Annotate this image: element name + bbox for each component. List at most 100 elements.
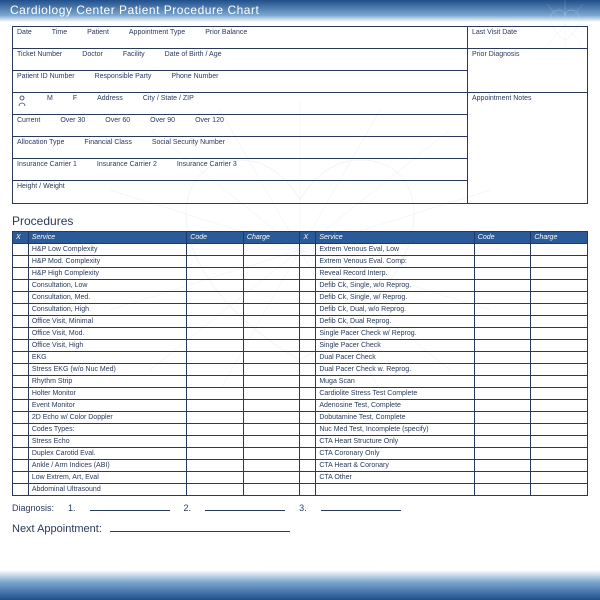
cell-charge bbox=[531, 328, 588, 340]
cell-code bbox=[187, 316, 244, 328]
cell-x bbox=[13, 268, 29, 280]
cell-x bbox=[13, 424, 29, 436]
table-row: Holter MonitorCardiolite Stress Test Com… bbox=[13, 388, 588, 400]
cell-x bbox=[300, 328, 316, 340]
cell-charge bbox=[531, 400, 588, 412]
label-patient: Patient bbox=[87, 29, 109, 36]
table-row: Stress EKG (w/o Nuc Med)Dual Pacer Check… bbox=[13, 364, 588, 376]
cell-x bbox=[13, 292, 29, 304]
info-row-8: Height / Weight bbox=[13, 181, 467, 203]
cell-code bbox=[474, 376, 531, 388]
cell-code bbox=[187, 388, 244, 400]
cell-x bbox=[13, 352, 29, 364]
cell-service-left: Rhythm Strip bbox=[28, 376, 186, 388]
cell-x bbox=[13, 436, 29, 448]
table-row: Consultation, HighDefib Ck, Dual, w/o Re… bbox=[13, 304, 588, 316]
cell-code bbox=[474, 400, 531, 412]
cell-charge bbox=[243, 328, 300, 340]
cell-service-right: CTA Other bbox=[316, 472, 474, 484]
label-over90: Over 90 bbox=[150, 117, 175, 124]
cell-x bbox=[300, 352, 316, 364]
label-time: Time bbox=[52, 29, 67, 36]
cell-charge bbox=[243, 352, 300, 364]
cell-service-left: Holter Monitor bbox=[28, 388, 186, 400]
col-service1: Service bbox=[28, 232, 186, 244]
cell-code bbox=[187, 244, 244, 256]
cell-charge bbox=[243, 460, 300, 472]
cell-service-right: Defib Ck, Dual, w/o Reprog. bbox=[316, 304, 474, 316]
cell-charge bbox=[243, 412, 300, 424]
label-financial-class: Financial Class bbox=[84, 139, 131, 146]
label-phone: Phone Number bbox=[171, 73, 218, 80]
cell-x bbox=[300, 424, 316, 436]
cell-charge bbox=[243, 388, 300, 400]
footer-bar bbox=[0, 570, 600, 600]
cell-code bbox=[474, 352, 531, 364]
cell-x bbox=[300, 280, 316, 292]
cell-code bbox=[187, 412, 244, 424]
cell-x bbox=[300, 484, 316, 496]
cell-code bbox=[474, 256, 531, 268]
diag-3: 3. bbox=[299, 503, 307, 513]
cell-charge bbox=[243, 472, 300, 484]
cell-service-right: Single Pacer Check w/ Reprog. bbox=[316, 328, 474, 340]
side-prior-diagnosis: Prior Diagnosis bbox=[468, 49, 587, 93]
label-dob: Date of Birth / Age bbox=[165, 51, 222, 58]
cell-x bbox=[13, 448, 29, 460]
label-f: F bbox=[73, 95, 77, 102]
cell-code bbox=[474, 388, 531, 400]
cell-x bbox=[13, 388, 29, 400]
table-row: Low Extrem, Art, EvalCTA Other bbox=[13, 472, 588, 484]
cell-x bbox=[300, 436, 316, 448]
label-resp-party: Responsible Party bbox=[95, 73, 152, 80]
table-row: Codes Types:Nuc Med Test, Incomplete (sp… bbox=[13, 424, 588, 436]
cell-code bbox=[474, 424, 531, 436]
cell-code bbox=[187, 268, 244, 280]
cell-service-right: CTA Coronary Only bbox=[316, 448, 474, 460]
cell-charge bbox=[243, 256, 300, 268]
table-row: 2D Echo w/ Color DopplerDobutamine Test,… bbox=[13, 412, 588, 424]
cell-x bbox=[13, 340, 29, 352]
info-row-2: Ticket Number Doctor Facility Date of Bi… bbox=[13, 49, 467, 71]
cell-service-left: H&P Low Complexity bbox=[28, 244, 186, 256]
label-over60: Over 60 bbox=[105, 117, 130, 124]
col-service2: Service bbox=[316, 232, 474, 244]
diag-blank-2 bbox=[205, 502, 285, 511]
cell-code bbox=[474, 304, 531, 316]
cell-code bbox=[474, 268, 531, 280]
cell-service-right: Defib Ck, Dual Reprog. bbox=[316, 316, 474, 328]
diag-2: 2. bbox=[184, 503, 192, 513]
cell-x bbox=[300, 268, 316, 280]
cell-charge bbox=[243, 436, 300, 448]
cell-x bbox=[13, 304, 29, 316]
cell-service-right: Nuc Med Test, Incomplete (specify) bbox=[316, 424, 474, 436]
table-row: Consultation, LowDefib Ck, Single, w/o R… bbox=[13, 280, 588, 292]
label-address: Address bbox=[97, 95, 123, 102]
label-prior-balance: Prior Balance bbox=[205, 29, 247, 36]
table-row: Office Visit, MinimalDefib Ck, Dual Repr… bbox=[13, 316, 588, 328]
cell-x bbox=[13, 244, 29, 256]
cell-code bbox=[187, 376, 244, 388]
cell-code bbox=[187, 292, 244, 304]
cell-code bbox=[474, 244, 531, 256]
cell-x bbox=[300, 388, 316, 400]
cell-service-left: H&P High Complexity bbox=[28, 268, 186, 280]
label-date: Date bbox=[17, 29, 32, 36]
cell-service-right: Defib Ck, Single, w/ Reprog. bbox=[316, 292, 474, 304]
cell-code bbox=[474, 340, 531, 352]
cell-service-right: Adenosine Test, Complete bbox=[316, 400, 474, 412]
person-icon bbox=[17, 95, 27, 105]
table-row: Office Visit, HighSingle Pacer Check bbox=[13, 340, 588, 352]
cell-code bbox=[187, 280, 244, 292]
cell-charge bbox=[243, 400, 300, 412]
cell-code bbox=[187, 448, 244, 460]
cell-service-right: Extrem Venous Eval, Low bbox=[316, 244, 474, 256]
cell-x bbox=[13, 412, 29, 424]
col-charge1: Charge bbox=[243, 232, 300, 244]
table-row: Consultation, Med.Defib Ck, Single, w/ R… bbox=[13, 292, 588, 304]
col-x1: X bbox=[13, 232, 29, 244]
cell-code bbox=[187, 460, 244, 472]
label-ticket: Ticket Number bbox=[17, 51, 62, 58]
cell-charge bbox=[531, 412, 588, 424]
cell-charge bbox=[531, 376, 588, 388]
